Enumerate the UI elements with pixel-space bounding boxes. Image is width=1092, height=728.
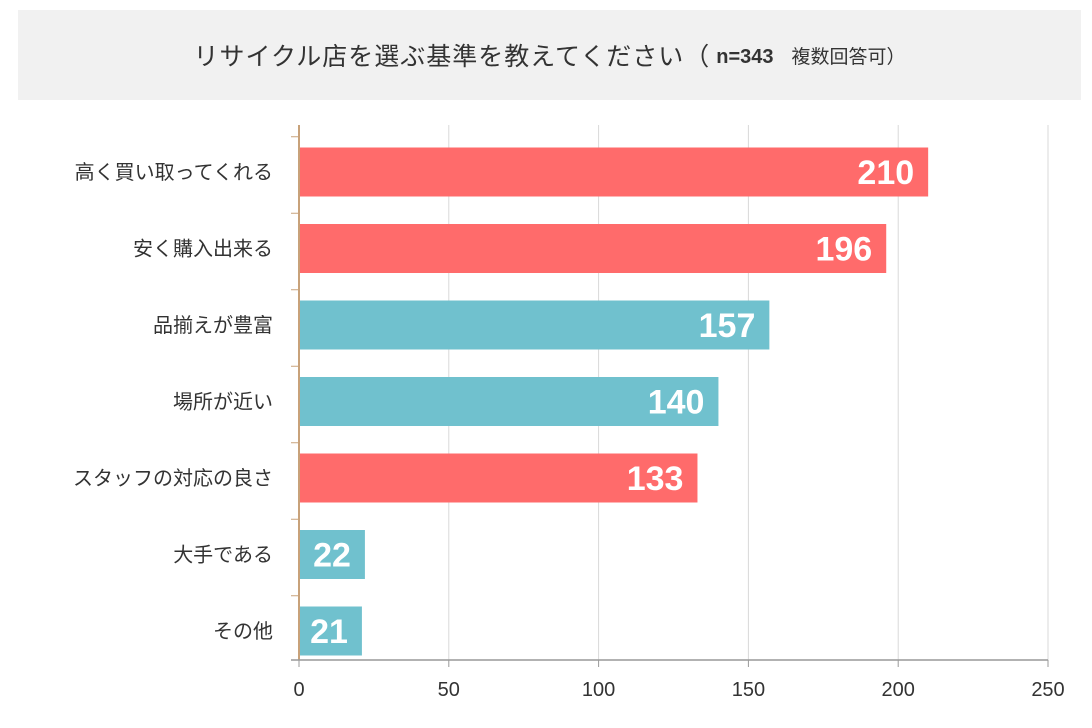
category-label: 高く買い取ってくれる [75,160,273,184]
bar [299,377,719,426]
bar [299,530,365,579]
labels: 0 50 100 150 200 250 高く買い取ってくれる 210 安く購入出来る 196 品揃… [73,154,1065,701]
x-tick-label: 0 [293,679,304,701]
category-label: その他 [213,619,273,643]
x-tick-label: 50 [438,679,460,701]
bar [299,147,929,197]
bar [299,224,887,273]
x-tick-label: 250 [1031,679,1064,701]
data-label: 21 [310,613,348,651]
x-tick-label: 150 [732,679,765,701]
category-label: 大手である [173,543,273,567]
bar [299,606,362,656]
sample-size-label: n=343 [716,45,774,68]
data-label: 157 [699,307,756,345]
axes [291,125,1049,667]
data-label: 133 [627,460,684,498]
chart-title-note: n=343 複数回答可） [716,42,905,69]
x-tick-label: 100 [582,679,615,701]
bar [299,453,698,503]
category-label: 場所が近い [173,390,273,414]
x-tick-label: 200 [882,679,915,701]
category-label: 安く購入出来る [133,237,273,261]
bar [299,300,770,350]
bars [299,147,929,656]
data-label: 22 [313,537,351,575]
data-label: 210 [857,154,914,192]
chart-title: リサイクル店を選ぶ基準を教えてください（ [193,42,711,71]
data-label: 140 [648,384,705,422]
data-label: 196 [815,231,872,269]
category-label: スタッフの対応の良さ [73,466,273,490]
multiple-answer-label: 複数回答可） [791,45,906,68]
category-label: 品揃えが豊富 [153,313,273,337]
chart-title-bar: リサイクル店を選ぶ基準を教えてください（ n=343 複数回答可） [18,10,1081,100]
